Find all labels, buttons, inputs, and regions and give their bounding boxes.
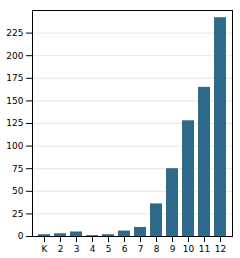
- svg-text:10: 10: [183, 244, 195, 254]
- svg-text:200: 200: [6, 51, 23, 61]
- svg-text:7: 7: [138, 244, 144, 254]
- svg-text:K: K: [42, 244, 49, 254]
- svg-text:9: 9: [170, 244, 176, 254]
- svg-text:3: 3: [74, 244, 80, 254]
- svg-text:8: 8: [154, 244, 160, 254]
- svg-text:175: 175: [6, 73, 23, 83]
- svg-text:150: 150: [6, 96, 23, 106]
- svg-text:75: 75: [12, 164, 23, 174]
- svg-text:6: 6: [122, 244, 128, 254]
- svg-text:12: 12: [215, 244, 226, 254]
- svg-text:2: 2: [58, 244, 64, 254]
- svg-text:50: 50: [12, 186, 24, 196]
- svg-text:5: 5: [106, 244, 112, 254]
- svg-text:25: 25: [12, 209, 23, 219]
- svg-text:11: 11: [199, 244, 210, 254]
- svg-text:0: 0: [18, 231, 24, 241]
- svg-text:125: 125: [6, 118, 23, 128]
- svg-text:225: 225: [6, 28, 23, 38]
- svg-text:100: 100: [6, 141, 23, 151]
- svg-text:4: 4: [90, 244, 96, 254]
